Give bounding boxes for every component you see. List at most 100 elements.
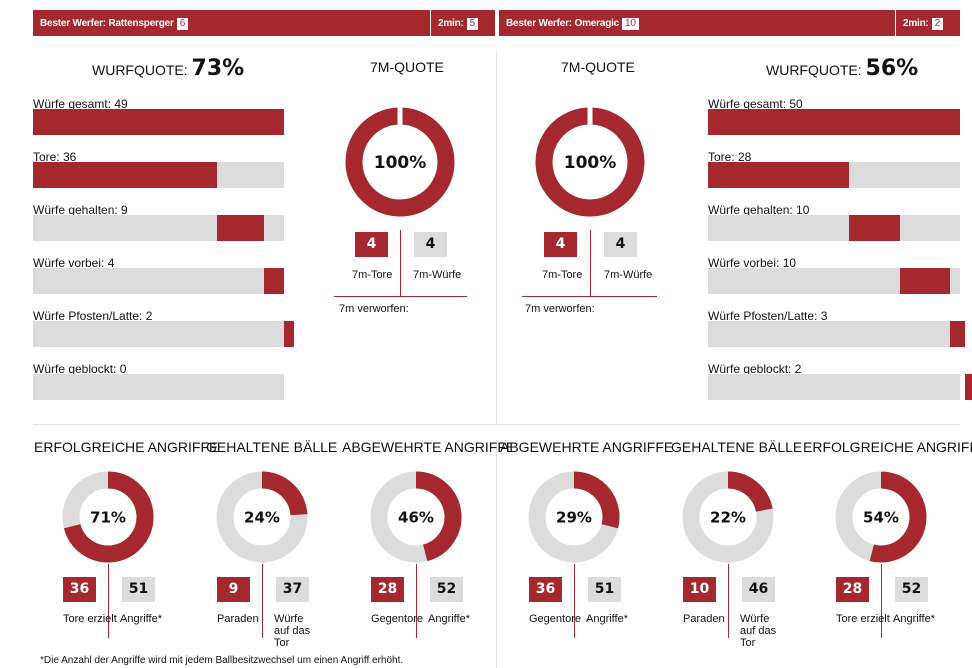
right-7m-separator [590,230,591,296]
stat-separator [108,564,109,638]
stat-donut: 54% [835,471,927,563]
stat-donut: 24% [216,471,308,563]
two-min-left-label: 2min: [438,18,464,29]
stat-separator [416,564,417,638]
left-team-bar: Bester Werfer: Rattensperger 6 2min: 5 [33,10,495,36]
stat-donut: 29% [528,471,620,563]
stat-title: GEHALTENE BÄLLE [671,439,803,455]
stat-separator [881,564,882,638]
stat-red-label: Gegentore [371,613,423,625]
bar-track [33,109,284,135]
stat-separator [728,564,729,638]
bar-label: Würfe vorbei: 4 [33,256,115,270]
stat-grey-label: Angriffe* [120,613,162,625]
stat-title: ERFOLGREICHE ANGRIFFE [34,439,219,455]
left-7m-title: 7M-QUOTE [370,59,444,75]
donut-arc [573,471,620,529]
right-wurfquote-value: 56% [865,56,919,81]
donut-arc [415,471,462,562]
bar-label: Würfe gehalten: 9 [33,203,128,217]
bar-track [708,321,966,347]
donut-percent: 29% [556,508,592,526]
bar-track [708,215,960,241]
stat-title: ABGEWEHRTE ANGRIFFE [342,439,516,455]
two-min-right-value: 2 [931,18,944,30]
left-7m-attempts-label: 7m-Würfe [413,269,462,281]
right-7m-attempts-label: 7m-Würfe [604,269,653,281]
stat-title: ABGEWEHRTE ANGRIFFE [500,439,674,455]
bar-fill [217,215,264,241]
stat-separator [574,564,575,638]
bar-label: Tore: 28 [708,150,752,164]
donut-percent: 24% [244,508,280,526]
bar-track [33,321,295,347]
two-min-left-value: 5 [466,18,479,30]
bar-track [708,162,960,188]
bar-label: Würfe geblockt: 2 [708,362,802,376]
donut-arc [63,471,154,563]
stat-grey-box: 52 [430,577,463,602]
stat-red-box: 10 [683,577,716,602]
left-7m-missed-label: 7m verworfen: [339,303,409,315]
bar-fill [708,109,960,135]
stat-grey-box: 51 [588,577,621,602]
stat-grey-label: Angriffe* [893,613,935,625]
stat-red-label: Gegentore [529,613,581,625]
bar-label: Würfe vorbei: 10 [708,256,797,270]
bar-track [33,215,284,241]
best-thrower-right-label: Bester Werfer: Omeragic [506,18,620,29]
donut-percent: 100% [374,153,427,173]
best-thrower-left-goals: 6 [176,18,189,30]
stat-grey-label: Angriffe* [586,613,628,625]
bar-label: Würfe gehalten: 10 [708,203,810,217]
stat-red-box: 36 [63,577,96,602]
right-7m-goals-label: 7m-Tore [542,269,583,281]
right-wurfquote-label: WURFQUOTE: [766,62,862,78]
donut-arc [345,107,455,217]
stat-red-box: 36 [529,577,562,602]
right-7m-title: 7M-QUOTE [561,59,635,75]
divider [430,10,431,36]
donut-percent: 46% [398,508,434,526]
stat-donut: 46% [370,471,462,563]
right-7m-attempts-box: 4 [604,232,637,257]
bar-fill [284,321,295,347]
bar-track [708,268,960,294]
bar-label: Würfe gesamt: 50 [708,97,803,111]
donut-percent: 22% [710,508,746,526]
donut-arc [869,471,927,563]
bar-track [708,374,972,400]
two-min-right: 2min: 2 [903,18,944,30]
center-divider [496,52,497,424]
bar-track [33,268,284,294]
bar-label: Würfe gesamt: 49 [33,97,128,111]
stat-grey-label: Würfe auf das Tor [274,613,311,649]
divider [895,10,896,36]
bar-track [33,162,284,188]
stat-red-label: Paraden [217,613,259,625]
donut-percent: 71% [90,508,126,526]
stat-red-label: Tore erzielt [836,613,890,625]
bar-label: Tore: 36 [33,150,77,164]
bar-label: Würfe Pfosten/Latte: 2 [33,309,153,323]
donut-arc [261,471,308,516]
stat-grey-box: 46 [742,577,775,602]
donut-percent: 54% [863,508,899,526]
left-wurfquote-value: 73% [191,56,245,81]
left-7m-goals-box: 4 [355,232,388,257]
right-7m-missed-label: 7m verworfen: [525,303,595,315]
stat-grey-label: Würfe auf das Tor [740,613,777,649]
stat-grey-label: Angriffe* [428,613,470,625]
stat-grey-box: 51 [122,577,155,602]
left-7m-attempts-box: 4 [414,232,447,257]
stat-grey-box: 37 [276,577,309,602]
bar-fill [899,268,950,294]
right-7m-donut: 100% [535,107,645,217]
best-thrower-left-label: Bester Werfer: Rattensperger [40,18,174,29]
right-7m-hline [522,296,657,297]
left-wurfquote-heading: WURFQUOTE: 73% [92,56,244,81]
left-7m-separator [400,230,401,296]
bar-fill [949,321,966,347]
left-7m-hline [334,296,467,297]
footnote: *Die Anzahl der Angriffe wird mit jedem … [40,655,404,666]
